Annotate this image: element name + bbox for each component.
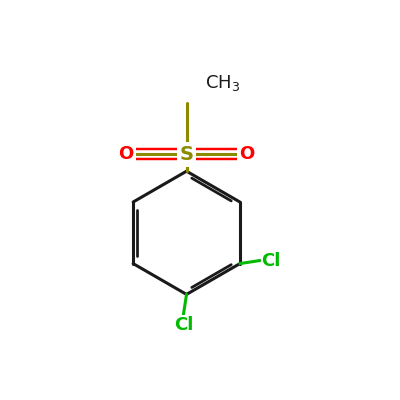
Text: Cl: Cl bbox=[262, 252, 281, 270]
Text: S: S bbox=[180, 145, 194, 164]
Text: O: O bbox=[240, 145, 255, 163]
Text: O: O bbox=[118, 145, 134, 163]
Text: CH$_3$: CH$_3$ bbox=[205, 73, 240, 93]
Text: Cl: Cl bbox=[174, 316, 193, 334]
